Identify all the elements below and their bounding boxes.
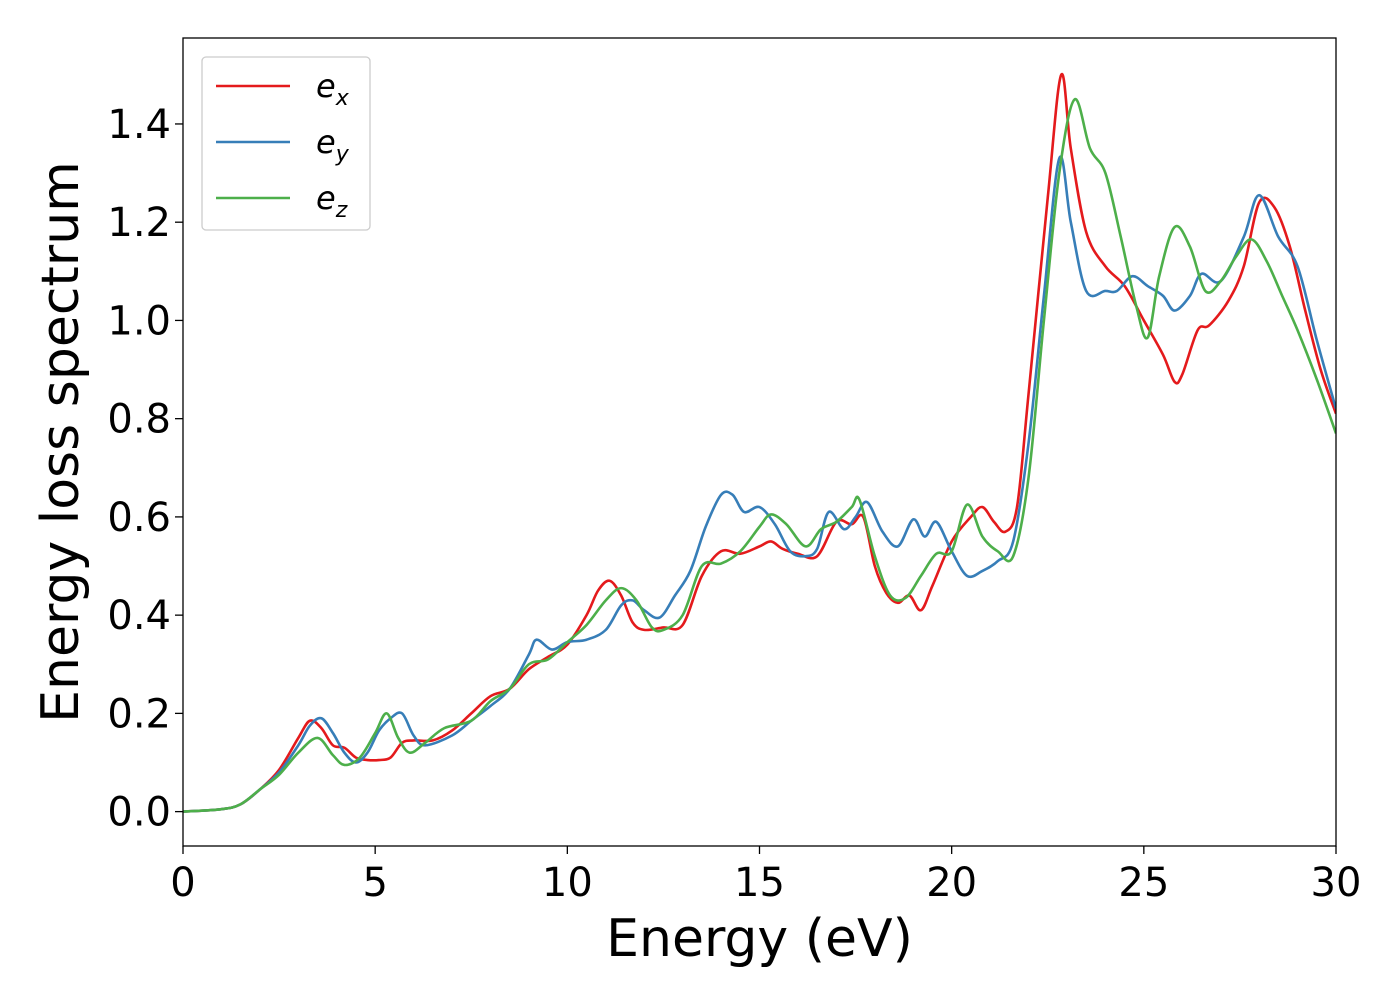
x-tick-label: 5 <box>362 860 387 906</box>
legend-box <box>201 56 371 231</box>
y-axis: 0.0 0.2 0.4 0.6 0.8 1.0 1.2 1.4 <box>107 102 183 836</box>
y-tick-label: 1.2 <box>107 200 171 246</box>
x-tick-label: 10 <box>542 860 593 906</box>
legend-label-z: ez <box>316 179 348 223</box>
y-tick-label: 0.0 <box>107 790 171 836</box>
legend-label-x: ex <box>316 67 350 111</box>
x-axis: 0 5 10 15 20 25 30 <box>170 846 1361 906</box>
y-tick-label: 0.2 <box>107 691 171 737</box>
y-tick-label: 0.4 <box>107 593 171 639</box>
series-line-y <box>183 155 1336 813</box>
y-tick-label: 1.4 <box>107 102 171 148</box>
x-axis-label: Energy (eV) <box>606 909 913 969</box>
x-tick-label: 20 <box>926 860 977 906</box>
y-tick-label: 1.0 <box>107 298 171 344</box>
y-axis-label: Energy loss spectrum <box>31 161 91 723</box>
legend-label-y: ey <box>316 123 350 167</box>
legend: ex ey ez <box>201 56 371 231</box>
x-tick-label: 30 <box>1311 860 1362 906</box>
x-tick-label: 0 <box>170 860 195 906</box>
y-tick-label: 0.6 <box>107 495 171 541</box>
x-tick-label: 15 <box>734 860 785 906</box>
series-line-z <box>183 98 1336 813</box>
y-tick-label: 0.8 <box>107 397 171 443</box>
series-layer <box>183 72 1336 813</box>
x-tick-label: 25 <box>1118 860 1169 906</box>
